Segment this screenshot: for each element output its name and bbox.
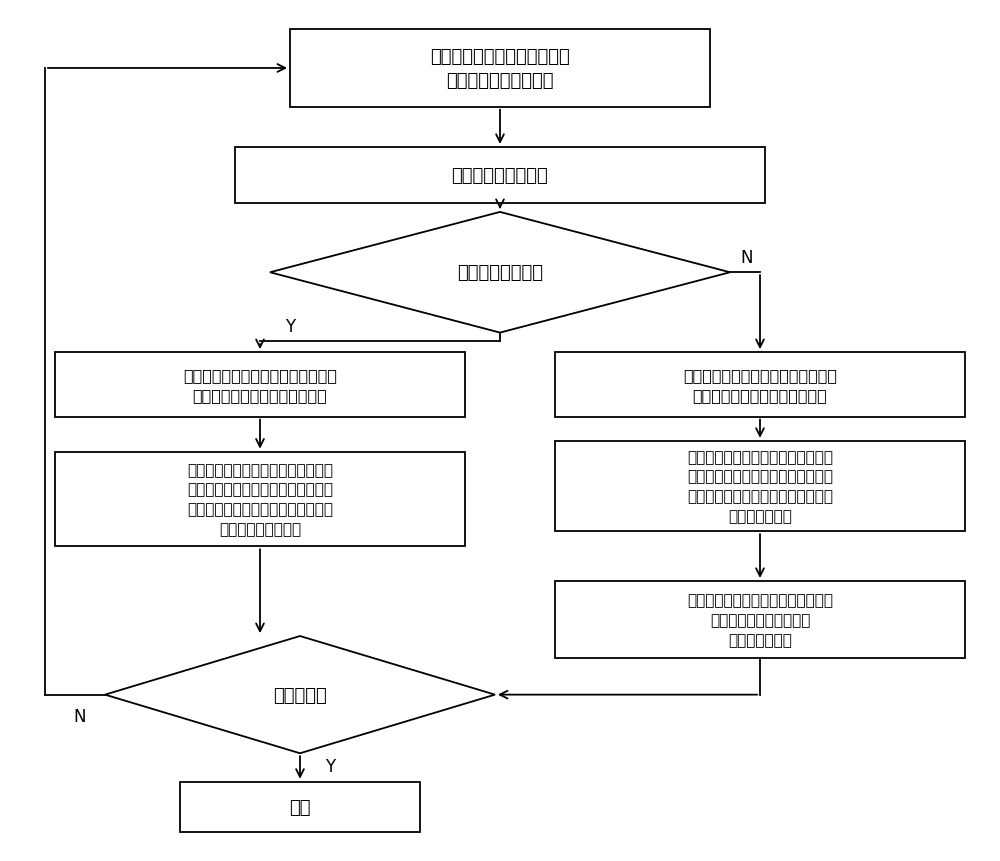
Bar xyxy=(55,353,465,417)
Text: 根据用于验证该功能信号的功能性的
脚本文件对该功能信号的
功能性进行验证: 根据用于验证该功能信号的功能性的 脚本文件对该功能信号的 功能性进行验证 xyxy=(687,592,833,647)
Text: 遍历获取芯片引脚复用模块的
一个信号作为当前信号: 遍历获取芯片引脚复用模块的 一个信号作为当前信号 xyxy=(430,48,570,90)
Text: N: N xyxy=(74,708,86,725)
Bar xyxy=(555,581,965,659)
Text: 类型为控制信号？: 类型为控制信号？ xyxy=(457,264,543,282)
Polygon shape xyxy=(105,636,495,753)
Text: Y: Y xyxy=(285,318,295,335)
Text: 判断当前信号的类型: 判断当前信号的类型 xyxy=(452,167,548,184)
Text: 遍历完毕？: 遍历完毕？ xyxy=(273,686,327,703)
Text: 将用于验证所述控制信号的连通性的
脚本文件灌入控制信号的配置端: 将用于验证所述控制信号的连通性的 脚本文件灌入控制信号的配置端 xyxy=(183,368,337,402)
Bar xyxy=(290,30,710,108)
Text: 根据用于验证该功能信号的连通性的
脚本文件，在该功能信号的接收端生
成用于指示该功能信号的连通性是否
合格的断言序列: 根据用于验证该功能信号的连通性的 脚本文件，在该功能信号的接收端生 成用于指示该… xyxy=(687,449,833,523)
Bar xyxy=(55,452,465,547)
Text: 退出: 退出 xyxy=(289,798,311,815)
Bar xyxy=(555,441,965,531)
Text: 据用于验证所述控制信号的连通性的
脚本文件，在所述控制信号的实现端
生成用于指示所述控制信号的连通性
是否合格的断言序列: 据用于验证所述控制信号的连通性的 脚本文件，在所述控制信号的实现端 生成用于指示… xyxy=(187,462,333,536)
Text: N: N xyxy=(740,249,753,266)
Polygon shape xyxy=(270,213,730,333)
Text: Y: Y xyxy=(325,758,335,775)
Bar xyxy=(555,353,965,417)
Bar xyxy=(235,148,765,203)
Bar xyxy=(180,782,420,832)
Text: 将用于验证该功能信号的连通性的脚
本文件灌入该功能信号的发送端: 将用于验证该功能信号的连通性的脚 本文件灌入该功能信号的发送端 xyxy=(683,368,837,402)
